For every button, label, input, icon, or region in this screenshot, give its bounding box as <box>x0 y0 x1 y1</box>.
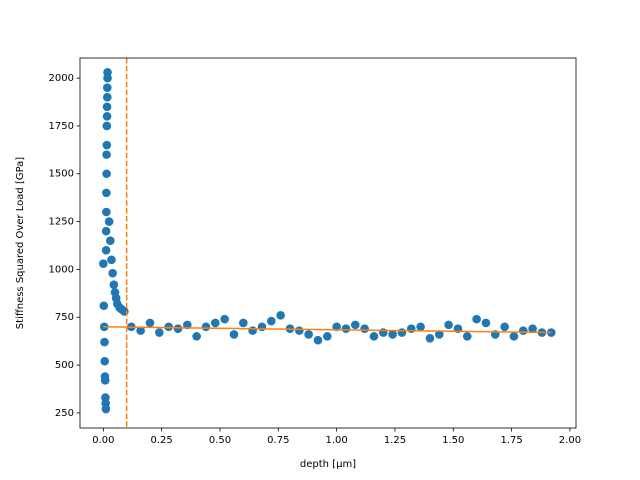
point <box>388 330 397 339</box>
point <box>434 330 444 339</box>
point <box>220 314 229 324</box>
x-tick-label: 1.00 <box>325 435 347 446</box>
fit-line <box>103 326 552 334</box>
y-axis-label: Stiffness Squared Over Load [GPa] <box>15 157 26 330</box>
point <box>295 326 304 335</box>
point <box>313 335 323 345</box>
point <box>109 280 119 290</box>
point <box>257 322 267 332</box>
point <box>102 121 112 131</box>
point <box>462 332 472 341</box>
point <box>173 324 183 334</box>
point <box>164 322 173 332</box>
point <box>416 322 425 332</box>
point <box>101 404 111 414</box>
point <box>108 268 117 278</box>
point <box>104 217 114 226</box>
point <box>102 169 111 179</box>
y-tick-label: 2000 <box>49 73 74 84</box>
point <box>107 255 116 265</box>
point <box>106 236 115 246</box>
point <box>369 332 379 341</box>
point <box>350 320 360 330</box>
point <box>360 324 369 334</box>
y-tick-label: 1750 <box>49 121 74 132</box>
point <box>102 207 111 217</box>
point <box>100 356 110 366</box>
point <box>378 328 388 337</box>
x-tick-label: 1.75 <box>500 435 522 446</box>
point <box>103 68 112 77</box>
x-tick-label: 0.50 <box>209 435 231 446</box>
point <box>102 188 111 198</box>
point <box>248 326 257 335</box>
point <box>102 150 111 159</box>
point <box>444 320 453 330</box>
y-tick-label: 1000 <box>49 264 74 275</box>
x-tick-label: 0.75 <box>267 435 289 446</box>
point <box>332 322 341 332</box>
point <box>100 337 109 347</box>
point <box>102 102 112 112</box>
point <box>276 311 285 320</box>
point <box>229 330 239 339</box>
point <box>425 333 435 343</box>
point <box>211 318 220 328</box>
point <box>145 318 155 328</box>
point <box>183 320 192 330</box>
point <box>472 314 481 324</box>
point <box>136 326 145 335</box>
point <box>201 322 211 332</box>
point <box>102 83 112 92</box>
point <box>397 328 407 337</box>
point <box>102 140 112 150</box>
point <box>518 326 528 335</box>
point <box>500 322 509 332</box>
point <box>192 332 201 341</box>
point <box>546 328 556 337</box>
x-axis-label: depth [µm] <box>300 459 356 470</box>
point <box>155 328 164 337</box>
point <box>101 245 111 255</box>
point <box>509 332 519 341</box>
y-tick-label: 1500 <box>49 169 74 180</box>
point <box>102 92 112 102</box>
x-tick-label: 1.25 <box>384 435 406 446</box>
point <box>406 324 416 334</box>
point <box>101 226 111 236</box>
x-tick-label: 0.00 <box>92 435 114 446</box>
x-tick-label: 2.00 <box>559 435 581 446</box>
point <box>102 112 112 121</box>
point <box>99 301 109 311</box>
point <box>267 316 276 326</box>
x-tick-label: 1.50 <box>442 435 464 446</box>
point <box>323 332 332 341</box>
x-tick-label: 0.25 <box>151 435 173 446</box>
point <box>99 259 108 268</box>
point <box>481 318 491 328</box>
plot-frame <box>79 57 577 429</box>
point <box>239 318 248 328</box>
point <box>100 376 110 385</box>
point <box>341 324 351 334</box>
point <box>528 324 537 334</box>
y-tick-label: 1250 <box>49 217 74 228</box>
y-tick-label: 250 <box>55 408 74 419</box>
y-tick-label: 750 <box>55 312 74 323</box>
y-tick-label: 500 <box>55 360 74 371</box>
point <box>304 330 313 339</box>
